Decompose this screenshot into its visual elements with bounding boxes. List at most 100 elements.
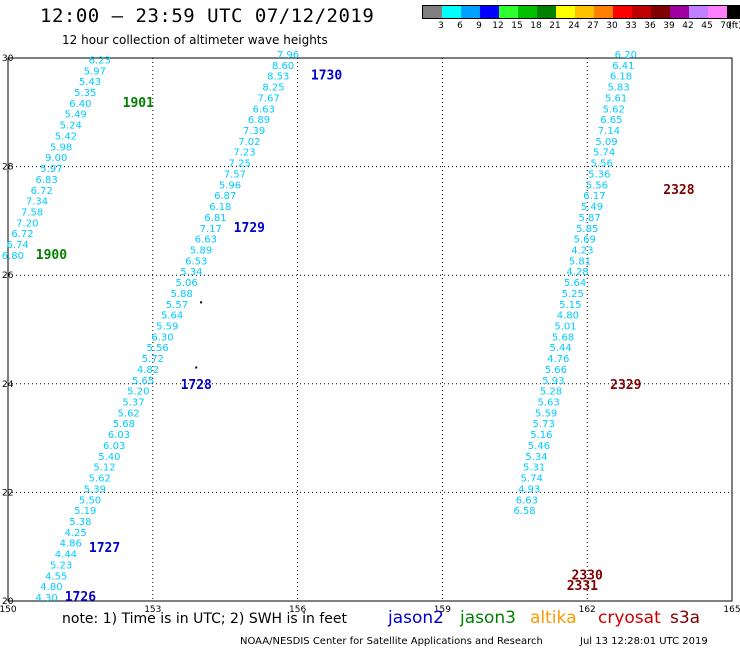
wave-height-value: 5.93 [542,376,564,387]
wave-height-value: 5.68 [552,332,574,343]
wave-height-value: 4.55 [45,571,67,582]
x-tick-label: 156 [289,605,306,615]
color-scale-tick-label: 18 [530,21,542,31]
wave-height-value: 6.03 [103,441,125,452]
wave-height-value: 6.87 [214,191,236,202]
wave-height-value: 5.66 [545,365,567,376]
wave-height-value: 8.53 [267,72,289,83]
pass-time-label: 2329 [610,378,641,393]
color-scale-tick-label: 42 [682,21,694,31]
y-tick-label: 20 [2,597,14,607]
wave-height-value: 5.63 [537,398,559,409]
wave-height-value: 5.64 [161,311,183,322]
data-marker [200,301,203,304]
wave-height-value: 4.23 [571,245,593,256]
wave-height-value: 5.65 [132,376,154,387]
color-swatch [670,6,689,18]
wave-height-value: 5.49 [64,110,86,121]
wave-height-value: 5.62 [89,474,111,485]
color-scale-tick-label: 3 [438,21,444,31]
wave-height-value: 5.87 [578,213,600,224]
wave-height-value: 5.97 [84,66,106,77]
y-tick-label: 28 [2,163,14,173]
wave-height-value: 5.56 [146,343,168,354]
wave-height-value: 6.58 [513,506,535,517]
y-tick-label: 26 [2,271,14,281]
wave-height-value: 6.20 [615,50,637,61]
wave-height-value: 5.50 [79,495,101,506]
wave-height-value: 5.25 [562,289,584,300]
wave-height-value: 5.89 [190,245,212,256]
legend-item: jason3 [460,608,516,628]
wave-height-value: 5.34 [180,267,202,278]
wave-height-value: 4.28 [566,267,588,278]
wave-height-value: 6.41 [612,61,634,72]
color-scale-bar [422,5,740,19]
wave-height-value: 5.28 [540,387,562,398]
wave-height-value: 5.12 [93,463,115,474]
wave-height-value: 7.17 [200,224,222,235]
legend-item: cryosat [598,608,661,628]
wave-height-value: 7.25 [229,159,251,170]
page-title: 12:00 – 23:59 UTC 07/12/2019 [40,5,375,27]
pass-time-label: 1729 [234,221,265,236]
pass-time-label: 1730 [311,69,342,84]
y-tick-label: 24 [2,380,14,390]
wave-height-value: 4.86 [60,539,82,550]
wave-height-value: 7.67 [258,93,280,104]
wave-height-value: 4.82 [137,365,159,376]
wave-height-value: 5.56 [586,180,608,191]
page-subtitle: 12 hour collection of altimeter wave hei… [62,33,328,47]
color-swatch [499,6,518,18]
wave-height-value: 6.63 [195,235,217,246]
wave-height-value: 5.19 [74,506,96,517]
wave-height-value: 5.68 [113,419,135,430]
x-tick-label: 162 [579,605,596,615]
wave-height-value: 5.35 [74,88,96,99]
plot-frame [7,57,733,602]
color-scale-tick-label: 9 [476,21,482,31]
color-scale-tick-label: 30 [606,21,618,31]
color-swatch [632,6,651,18]
wave-height-value: 7.39 [243,126,265,137]
color-swatch [575,6,594,18]
wave-height-value: 5.85 [576,224,598,235]
pass-time-label: 1726 [65,590,96,605]
color-swatch [518,6,537,18]
color-scale-tick-label: 15 [511,21,523,31]
wave-height-value: 5.96 [219,180,241,191]
color-swatch [689,6,708,18]
wave-height-value: 7.02 [238,137,260,148]
wave-height-value: 7.58 [21,207,43,218]
wave-height-value: 6.18 [610,72,632,83]
wave-height-value: 5.83 [607,83,629,94]
wave-height-value: 6.23 [89,55,111,66]
wave-height-value: 5.61 [605,93,627,104]
wave-height-value: 5.88 [171,289,193,300]
pass-time-label: 1900 [36,248,67,263]
color-swatch [423,6,442,18]
color-swatch [594,6,613,18]
x-tick-label: 165 [723,605,740,615]
units-note: note: 1) Time is in UTC; 2) SWH is in fe… [62,611,348,627]
color-scale-tick-label: 21 [549,21,561,31]
wave-height-value: 5.69 [574,235,596,246]
wave-height-value: 7.23 [233,148,255,159]
color-scale-tick-label: 12 [492,21,504,31]
pass-time-label: 2331 [567,579,598,594]
wave-height-value: 4.44 [55,550,77,561]
color-swatch [613,6,632,18]
x-tick-label: 159 [434,605,451,615]
wave-height-value: 5.09 [595,137,617,148]
wave-height-value: 5.42 [55,131,77,142]
wave-height-value: 5.81 [569,256,591,267]
wave-height-value: 4.76 [547,354,569,365]
wave-height-value: 8.60 [272,61,294,72]
generated-timestamp: Jul 13 12:28:01 UTC 2019 [580,636,708,647]
wave-height-value: 6.81 [204,213,226,224]
wave-height-value: 6.30 [151,332,173,343]
wave-height-value: 7.20 [16,218,38,229]
wave-height-value: 5.38 [69,517,91,528]
pass-time-label: 2328 [663,183,694,198]
wave-height-value: 5.01 [554,322,576,333]
